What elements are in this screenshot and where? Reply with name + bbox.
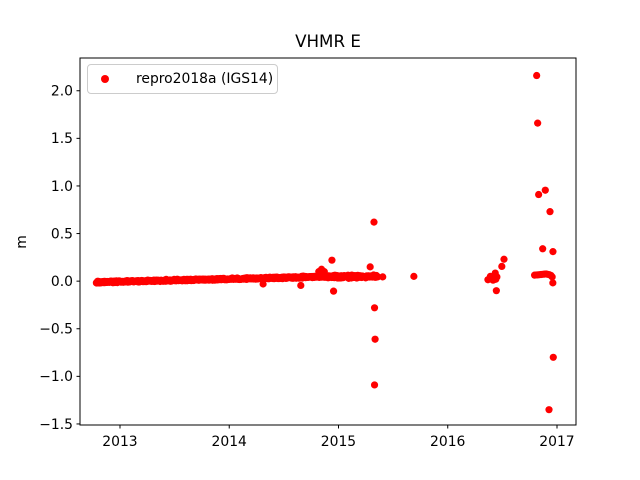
scatter-point xyxy=(546,208,554,216)
scatter-point xyxy=(492,287,500,295)
y-tick-label: 2.0 xyxy=(51,84,73,100)
scatter-point xyxy=(320,268,328,276)
scatter-point xyxy=(329,287,338,295)
scatter-point xyxy=(533,71,541,80)
scatter-point xyxy=(535,190,543,199)
scatter-point xyxy=(545,406,553,414)
chart-title: VHMR E xyxy=(295,31,361,51)
scatter-point xyxy=(410,272,418,280)
scatter-point xyxy=(549,353,557,361)
scatter-point xyxy=(379,273,387,281)
scatter-point xyxy=(549,279,557,287)
y-tick-label: −1.0 xyxy=(39,369,73,385)
y-tick-label: 0.5 xyxy=(51,226,73,242)
y-tick-label: 0.0 xyxy=(51,274,73,290)
legend-marker-icon xyxy=(101,75,109,83)
scatter-point xyxy=(534,119,542,127)
x-tick-label: 2016 xyxy=(430,434,465,450)
scatter-point xyxy=(370,381,379,389)
plot-border xyxy=(79,57,577,426)
scatter-point xyxy=(539,245,547,253)
y-tick-label: 1.5 xyxy=(51,131,73,147)
scatter-point xyxy=(370,218,378,226)
scatter-point xyxy=(493,273,501,281)
y-tick-label: −0.5 xyxy=(39,322,73,338)
y-tick-label: −1.5 xyxy=(39,417,73,433)
scatter-point xyxy=(541,186,549,194)
x-tick-label: 2015 xyxy=(321,434,356,450)
x-tick-label: 2014 xyxy=(212,434,248,450)
scatter-point xyxy=(366,263,374,271)
x-tick-label: 2013 xyxy=(102,434,137,450)
x-tick-label: 2017 xyxy=(539,434,574,450)
scatter-point xyxy=(548,273,556,281)
scatter-point xyxy=(371,335,379,343)
scatter-point xyxy=(370,304,379,312)
y-tick-label: 1.0 xyxy=(51,179,73,195)
scatter-series xyxy=(92,71,557,414)
legend: repro2018a (IGS14) xyxy=(87,64,278,94)
scatter-point xyxy=(297,281,305,290)
scatter-point xyxy=(328,256,336,264)
scatter-point xyxy=(259,280,267,288)
scatter-point xyxy=(500,255,508,263)
legend-label: repro2018a (IGS14) xyxy=(136,71,274,87)
scatter-point xyxy=(498,262,506,270)
scatter-point xyxy=(549,248,557,256)
